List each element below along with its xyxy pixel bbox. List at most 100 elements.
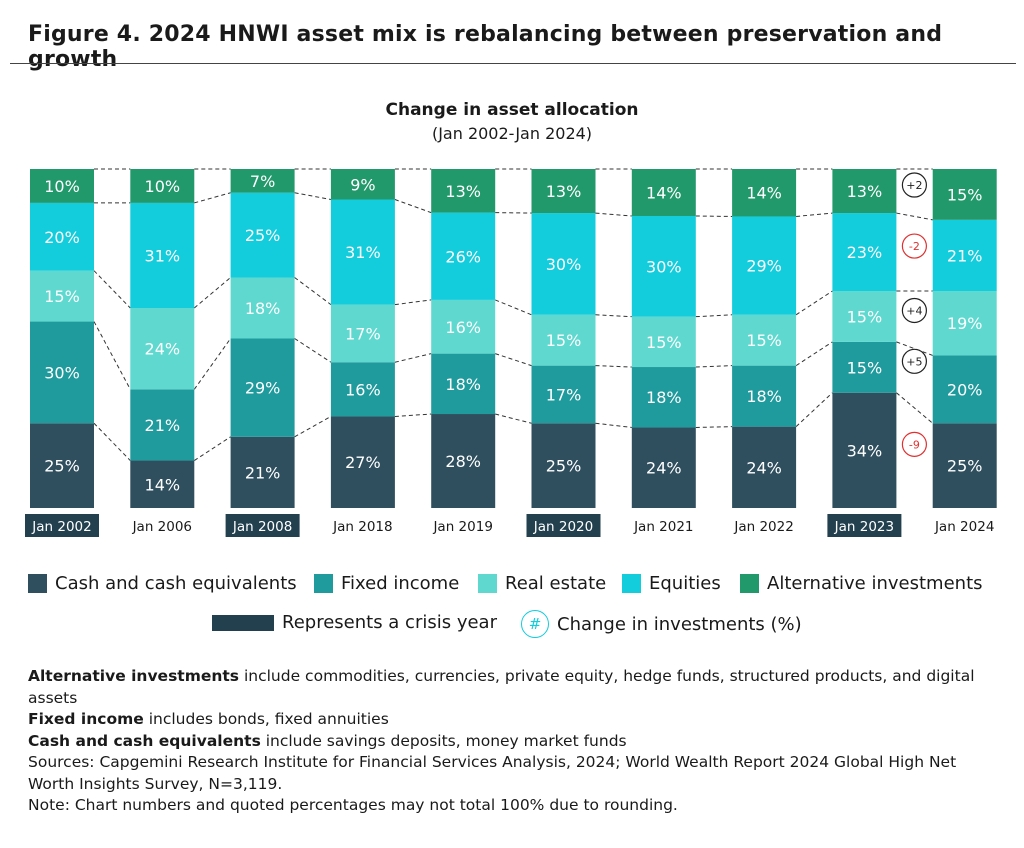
note-fixed-term: Fixed income xyxy=(28,710,144,728)
bar-equities-jan-2006 xyxy=(130,202,195,308)
value-label: 13% xyxy=(546,182,582,201)
change-marker xyxy=(901,348,928,374)
connector-line xyxy=(294,277,332,306)
bar-alternative-investments-jan-2006 xyxy=(130,169,195,203)
bar-real-estate-jan-2023 xyxy=(832,291,897,342)
legend-change-label: Change in investments (%) xyxy=(557,613,802,635)
bar-equities-jan-2019 xyxy=(431,212,496,300)
connector-line xyxy=(495,353,532,367)
bar-alternative-investments-jan-2024 xyxy=(932,169,997,220)
bar-cash-and-cash-equivalents-jan-2020 xyxy=(531,423,596,508)
note-fixed-income: Fixed income includes bonds, fixed annui… xyxy=(28,709,988,731)
bar-real-estate-jan-2018 xyxy=(330,304,395,363)
value-label: 34% xyxy=(847,441,883,460)
value-label: 28% xyxy=(445,452,481,471)
value-label: 15% xyxy=(847,358,883,377)
change-label: +4 xyxy=(906,304,922,317)
legend-equities-label: Equities xyxy=(649,573,721,594)
value-label: 15% xyxy=(646,333,682,352)
value-label: 25% xyxy=(44,457,80,476)
value-label: 20% xyxy=(44,228,80,247)
value-label: 25% xyxy=(947,457,983,476)
value-label: 29% xyxy=(746,257,782,276)
category-label: Jan 2019 xyxy=(432,519,492,535)
bar-real-estate-jan-2006 xyxy=(130,307,195,390)
change-marker xyxy=(901,297,928,324)
connector-line xyxy=(93,321,131,390)
note-sources: Sources: Capgemini Research Institute fo… xyxy=(28,753,957,793)
footnotes: Alternative investments include commodit… xyxy=(28,666,988,817)
connector-line xyxy=(93,270,131,309)
legend-real-estate-swatch xyxy=(478,574,497,593)
connector-line xyxy=(193,338,232,390)
value-label: 21% xyxy=(947,246,983,265)
connector-line xyxy=(294,416,332,438)
connector-line xyxy=(193,277,231,309)
value-label: 24% xyxy=(746,458,782,477)
category-label: Jan 2020 xyxy=(533,519,593,535)
value-label: 15% xyxy=(947,185,983,204)
bar-cash-and-cash-equivalents-jan-2024 xyxy=(932,423,997,508)
change-marker xyxy=(901,431,928,457)
bar-fixed-income-jan-2022 xyxy=(732,365,797,427)
legend-real-estate: Real estate xyxy=(478,573,606,594)
legend-fixed-income: Fixed income xyxy=(314,573,459,594)
value-label: 10% xyxy=(44,177,80,196)
note-rounding: Note: Chart numbers and quoted percentag… xyxy=(28,796,678,814)
category-label: Jan 2006 xyxy=(132,519,192,535)
bar-equities-jan-2023 xyxy=(832,213,897,292)
connector-line xyxy=(93,422,131,461)
note-alternative: Alternative investments include commodit… xyxy=(28,666,988,709)
bar-alternative-investments-jan-2021 xyxy=(631,169,696,216)
bar-cash-and-cash-equivalents-jan-2019 xyxy=(431,414,496,508)
value-label: 15% xyxy=(546,331,582,350)
note-cash-term: Cash and cash equivalents xyxy=(28,731,261,750)
bar-equities-jan-2020 xyxy=(531,213,596,315)
legend-equities-swatch xyxy=(622,574,641,593)
value-label: 18% xyxy=(445,375,481,394)
category-label: Jan 2022 xyxy=(733,519,793,535)
connector-line xyxy=(595,314,632,318)
legend-cash-and-cash-equivalents: Cash and cash equivalents xyxy=(28,573,297,594)
value-label: 13% xyxy=(445,182,481,201)
connector-line xyxy=(695,365,733,368)
value-label: 26% xyxy=(445,247,481,266)
bar-fixed-income-jan-2021 xyxy=(631,367,696,428)
value-label: 18% xyxy=(646,388,682,407)
connector-line xyxy=(194,192,231,204)
bar-cash-and-cash-equivalents-jan-2021 xyxy=(631,427,696,508)
category-label: Jan 2008 xyxy=(232,519,292,535)
bar-fixed-income-jan-2023 xyxy=(832,341,897,393)
value-label: 21% xyxy=(245,463,281,482)
legend-change-swatch: # xyxy=(521,610,549,638)
bar-equities-jan-2024 xyxy=(932,219,997,292)
value-label: 7% xyxy=(250,172,275,191)
value-label: 20% xyxy=(947,380,983,399)
value-label: 21% xyxy=(145,416,181,435)
bar-equities-jan-2018 xyxy=(330,199,395,305)
bar-alternative-investments-jan-2002 xyxy=(30,169,94,203)
change-label: +5 xyxy=(906,355,922,368)
value-label: 30% xyxy=(44,363,80,382)
crisis-year-highlight xyxy=(25,514,99,537)
value-label: 18% xyxy=(746,387,782,406)
value-label: 17% xyxy=(345,324,381,343)
value-label: 15% xyxy=(847,307,883,326)
connector-line xyxy=(795,392,833,428)
figure-title: Figure 4. 2024 HNWI asset mix is rebalan… xyxy=(28,22,943,72)
value-label: 17% xyxy=(546,385,582,404)
value-label: 30% xyxy=(546,255,582,274)
legend-cash-and-cash-equivalents-label: Cash and cash equivalents xyxy=(55,573,297,594)
change-marker xyxy=(901,233,928,259)
change-label: -9 xyxy=(909,438,920,451)
bar-real-estate-jan-2021 xyxy=(631,316,696,368)
bar-fixed-income-jan-2008 xyxy=(230,338,295,437)
value-label: 10% xyxy=(145,177,181,196)
bar-real-estate-jan-2008 xyxy=(230,277,295,339)
value-label: 18% xyxy=(245,299,281,318)
legend-alternative-investments-label: Alternative investments xyxy=(767,573,983,594)
category-label: Jan 2018 xyxy=(332,519,392,535)
connector-line xyxy=(896,212,933,221)
connector-line xyxy=(796,212,833,217)
legend-change: # Change in investments (%) xyxy=(521,610,802,638)
